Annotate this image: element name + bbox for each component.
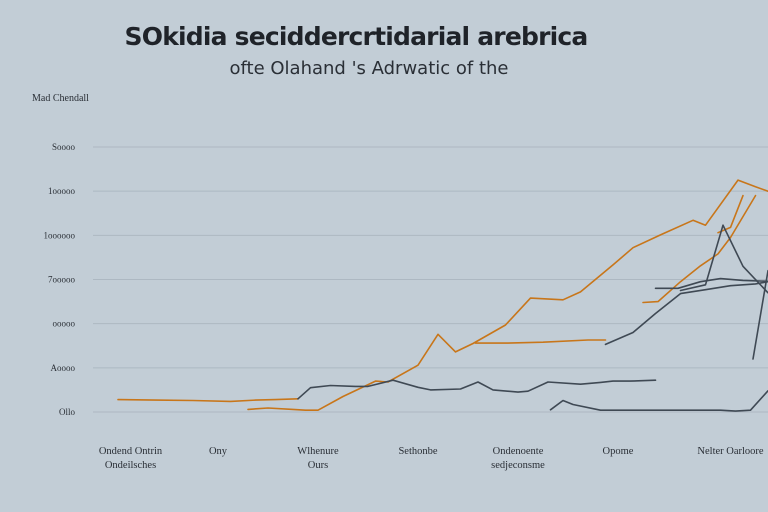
x-tick-label: Wlhenure [297,446,339,457]
x-tick-label: Ondenoente [493,446,544,457]
x-tick-label: sedjeconsme [491,460,545,471]
x-tick-label: Ony [209,446,228,457]
y-axis-label: Mad Chendall [32,93,89,104]
x-tick-label: Ondend Ontrin [99,446,163,457]
series-1-line [717,194,744,234]
y-tick-label: Aoooo [51,363,76,373]
y-tick-label: 7ooooo [48,275,76,285]
series-2-line [679,224,768,294]
y-tick-label: 1oooooo [44,230,76,240]
series-1-line [474,339,607,344]
x-tick-label: Ondeilsches [105,460,156,471]
y-tick-label: ooooo [53,319,76,329]
series-2-line [654,277,768,290]
chart-subtitle: ofte Olahand 's Adrwatic of the [229,58,509,79]
series-1-line [247,179,768,412]
series-2-line [297,379,657,400]
series-2-line [549,389,768,412]
series-2-line [752,269,768,360]
y-tick-label: Soooo [52,142,76,152]
series-1-line [117,397,299,403]
series-1-line [642,194,757,304]
x-tick-label: Opome [603,446,634,457]
series-2-line [604,280,768,346]
x-tick-label: Sethonbe [398,446,437,457]
y-tick-label: 1ooooo [48,186,76,196]
x-tick-label: Nelter Oarloore [697,446,764,457]
y-tick-label: Ollo [59,407,76,417]
x-tick-label: Ours [308,460,328,471]
chart-title: SOkidia seciddercrtidarial arebrica [124,22,589,51]
